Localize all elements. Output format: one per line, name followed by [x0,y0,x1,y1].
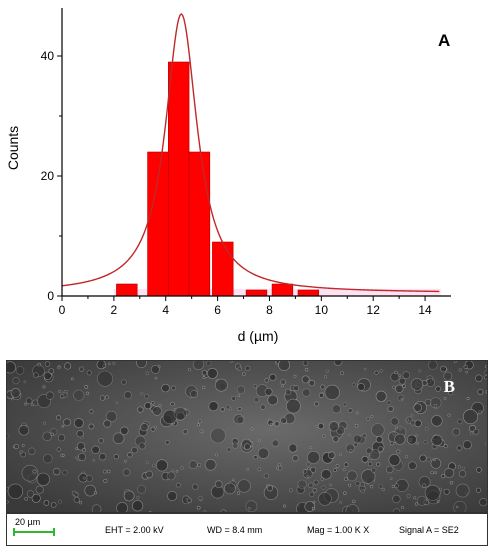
bar-1 [147,151,169,297]
histogram-chart: 0 2 4 6 8 10 12 14 0 20 40 Counts d (µm) A [5,8,451,344]
scale-bar [13,531,55,533]
y-tick-label-40: 40 [41,49,55,63]
x-tick-label-8: 8 [266,303,273,317]
x-tick-label-12: 12 [367,303,381,317]
mag-readout: Mag = 1.00 K X [307,525,370,535]
bar-2 [168,61,190,297]
scale-bar-tick-left [13,528,15,536]
fit-curve [61,13,440,293]
panel-label-a: A [438,31,450,50]
wd-readout: WD = 8.4 mm [207,525,263,535]
scale-bar-tick-right [53,528,55,536]
chart-ticks: 0 2 4 6 8 10 12 14 0 20 40 [41,49,432,317]
x-tick-label-10: 10 [315,303,329,317]
y-tick-label-0: 0 [47,289,54,303]
bar-3 [188,151,211,297]
sem-micrograph-image: B [6,360,488,513]
x-tick-label-4: 4 [162,303,169,317]
y-axis-label: Counts [5,126,21,170]
signal-readout: Signal A = SE2 [399,525,459,535]
bar-0 [116,283,138,297]
x-tick-label-14: 14 [418,303,432,317]
sem-info-bar: 20 µm EHT = 2.00 kV WD = 8.4 mm Mag = 1.… [6,513,488,546]
x-tick-label-2: 2 [111,303,118,317]
scale-bar-label: 20 µm [15,517,41,527]
x-axis-label: d (µm) [238,328,279,344]
panel-label-b: B [443,377,455,396]
bar-5 [245,289,268,297]
chart-axes [61,8,451,297]
bar-6 [271,283,294,297]
eht-readout: EHT = 2.00 kV [105,525,164,535]
histogram-bars [116,61,320,297]
x-tick-label-0: 0 [59,303,66,317]
x-tick-label-6: 6 [214,303,221,317]
bar-4 [212,241,234,297]
bar-7 [297,289,320,297]
sem-micrograph-panel: B 20 µm EHT = 2.00 kV WD = 8.4 mm Mag = … [6,360,488,546]
y-tick-label-20: 20 [41,169,55,183]
